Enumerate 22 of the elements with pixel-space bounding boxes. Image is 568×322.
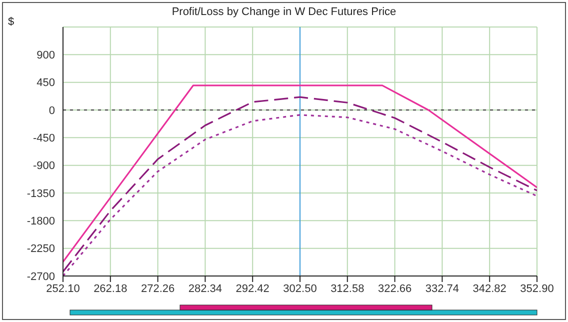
y-tick-label: 0 — [48, 104, 55, 117]
x-tick-label: 272.26 — [140, 282, 175, 295]
y-tick-label: -2700 — [26, 270, 55, 283]
x-tick-label: 332.74 — [425, 282, 460, 295]
x-tick-label: 302.50 — [283, 282, 317, 295]
y-tick-label: -2250 — [26, 243, 55, 256]
chart-title: Profit/Loss by Change in W Dec Futures Price — [172, 6, 396, 18]
x-tick-label: 282.34 — [188, 282, 222, 295]
y-axis-title: $ — [8, 16, 14, 28]
y-tick-label: -450 — [32, 132, 55, 145]
x-tick-label: 312.58 — [330, 282, 364, 295]
x-tick-label: 322.66 — [378, 282, 412, 295]
x-tick-label: 342.82 — [472, 282, 506, 295]
x-tick-label: 292.42 — [236, 282, 270, 295]
y-tick-label: -900 — [32, 160, 55, 172]
x-tick-label: 252.10 — [46, 282, 80, 295]
x-tick-label: 352.90 — [520, 282, 554, 295]
y-tick-label: 450 — [36, 77, 55, 90]
y-tick-label: 900 — [36, 50, 55, 62]
y-tick-label: -1800 — [26, 216, 55, 228]
y-tick-label: -1350 — [26, 188, 55, 200]
x-tick-label: 262.18 — [94, 282, 128, 295]
